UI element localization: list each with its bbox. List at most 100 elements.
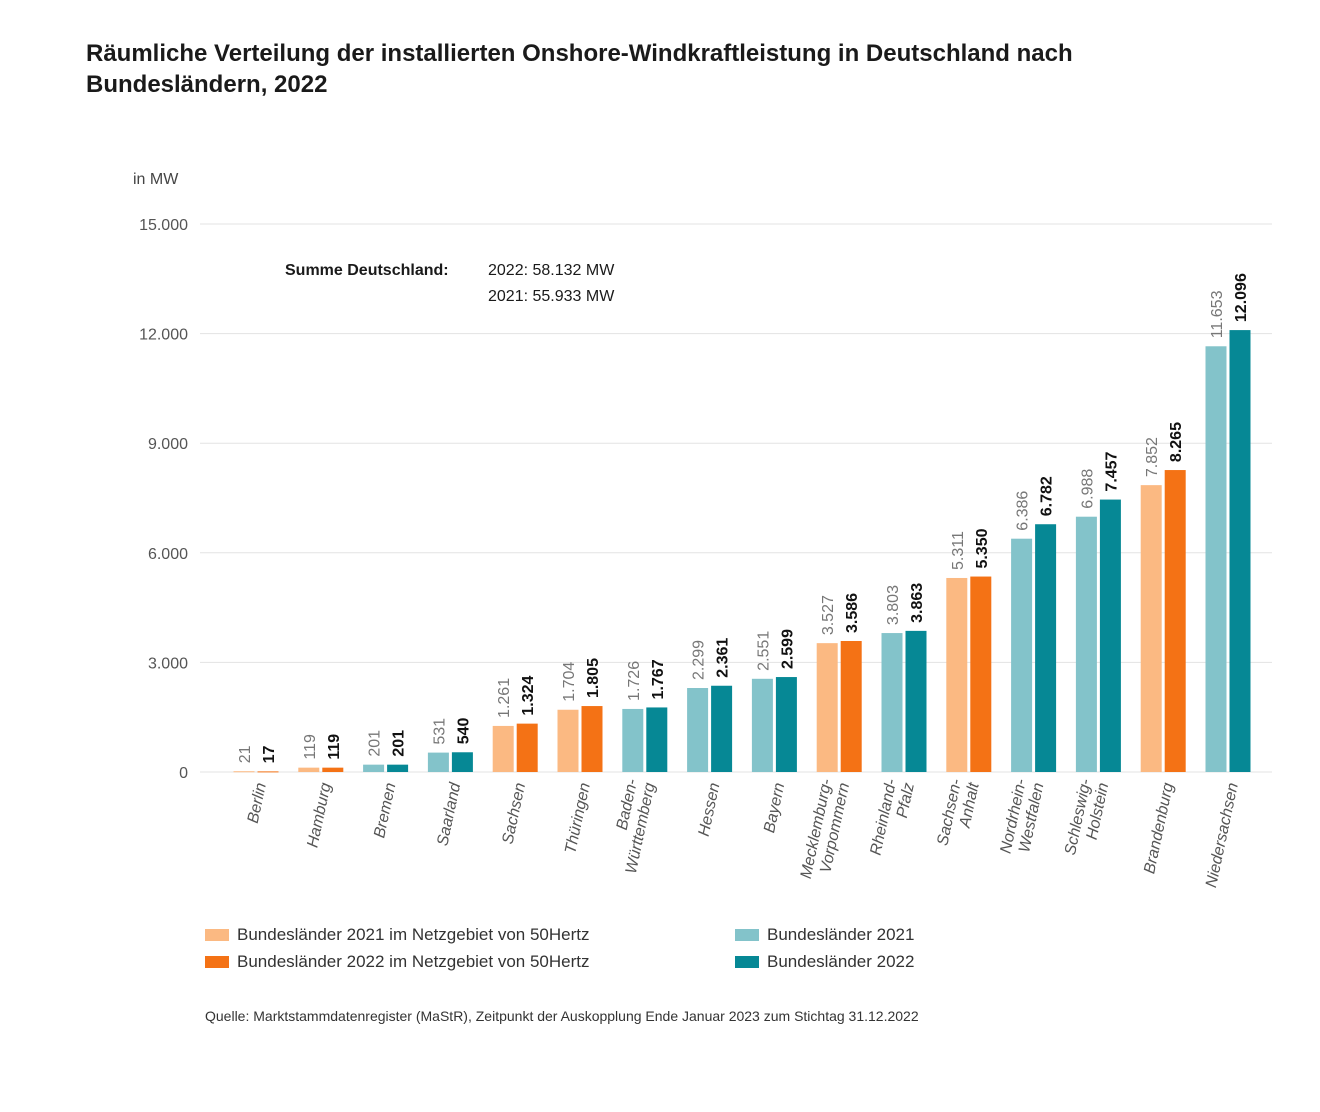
value-label-2022: 5.350	[974, 528, 991, 568]
x-axis-labels: Berlin Hamburg Bremen Saarland Sachsen Thürin…	[245, 778, 1242, 890]
bar-2021	[1075, 516, 1097, 772]
value-label-2022: 540	[455, 717, 472, 744]
bar-2021	[557, 709, 579, 772]
legend-item-hertz-2021: Bundesländer 2021 im Netzgebiet von 50He…	[205, 925, 590, 945]
x-tick-label: Brandenburg	[1141, 781, 1177, 875]
value-label-2022: 1.805	[585, 658, 602, 698]
x-tick-label: Sachsen-Anhalt	[934, 778, 982, 848]
bar-2022	[1229, 330, 1251, 772]
x-tick-label: Hamburg	[304, 781, 334, 849]
legend-label: Bundesländer 2021 im Netzgebiet von 50He…	[237, 925, 590, 944]
sum-label: Summe Deutschland:	[285, 262, 449, 279]
y-tick-label: 3.000	[148, 655, 188, 672]
bar-2021	[687, 688, 709, 772]
x-tick-label: Bayern	[761, 781, 788, 834]
bar-2022	[257, 771, 279, 773]
legend-item-other-2022: Bundesländer 2022	[735, 952, 914, 972]
bar-2021	[298, 767, 320, 772]
bar-2022	[387, 764, 409, 772]
value-label-2021: 531	[431, 718, 448, 745]
bar-2021	[622, 708, 644, 772]
value-label-2022: 2.599	[779, 629, 796, 669]
value-label-2022: 1.324	[520, 675, 537, 715]
x-tick-label: Nordrhein-Westfalen	[998, 778, 1048, 855]
legend-item-other-2021: Bundesländer 2021	[735, 925, 914, 945]
legend-label: Bundesländer 2022	[767, 952, 915, 971]
x-tick-label-line: Bayern	[761, 781, 788, 834]
value-label-2022: 1.767	[650, 659, 667, 699]
value-label-2021: 5.311	[950, 531, 967, 570]
bar-2021	[1011, 538, 1033, 772]
x-tick-label: Saarland	[434, 780, 464, 847]
value-label-2022: 201	[391, 730, 408, 757]
bar-2022	[1099, 499, 1121, 772]
x-tick-label-line: Bremen	[371, 781, 399, 839]
x-tick-label: Mecklemburg-Vorpommern	[798, 778, 853, 881]
value-label-2021: 119	[302, 734, 319, 760]
x-tick-label: Rheinland-Pfalz	[868, 778, 918, 857]
bar-2022	[581, 706, 603, 772]
bar-2022	[1164, 470, 1186, 772]
value-label-2022: 7.457	[1103, 451, 1120, 491]
y-tick-label: 9.000	[148, 436, 188, 453]
bar-2022	[451, 752, 473, 772]
y-tick-label: 6.000	[148, 546, 188, 563]
value-label-2022: 3.586	[844, 593, 861, 633]
value-label-2022: 8.265	[1168, 422, 1185, 462]
bars-layer	[233, 330, 1251, 773]
y-tick-label: 12.000	[139, 327, 188, 344]
y-tick-label: 15.000	[139, 217, 188, 234]
value-label-2021: 6.386	[1015, 491, 1032, 531]
bar-2022	[322, 767, 344, 772]
legend-swatch	[205, 956, 229, 968]
bar-2021	[427, 752, 449, 772]
legend-label: Bundesländer 2021	[767, 925, 915, 944]
value-label-2021: 1.704	[561, 662, 578, 702]
value-label-2022: 6.782	[1039, 476, 1056, 516]
value-label-2021: 6.988	[1079, 469, 1096, 509]
value-label-2021: 11.653	[1209, 290, 1226, 338]
bar-2022	[905, 630, 927, 772]
legend-swatch	[205, 929, 229, 941]
x-tick-label-line: Berlin	[245, 781, 270, 825]
value-label-2021: 2.299	[691, 640, 708, 680]
bar-2021	[233, 771, 255, 773]
value-label-2022: 3.863	[909, 583, 926, 623]
chart-title: Räumliche Verteilung der installierten O…	[86, 40, 1073, 98]
x-tick-label: Schleswig-Holstein	[1062, 778, 1112, 857]
bar-2022	[1035, 524, 1057, 772]
value-label-2022: 12.096	[1233, 273, 1250, 322]
legend-item-hertz-2022: Bundesländer 2022 im Netzgebiet von 50He…	[205, 952, 590, 972]
x-tick-label-line: Thüringen	[562, 781, 594, 855]
value-label-2021: 7.852	[1144, 437, 1161, 477]
bar-2022	[516, 723, 538, 772]
x-tick-label-line: Hamburg	[304, 781, 334, 849]
x-tick-label-line: Brandenburg	[1141, 781, 1177, 875]
x-tick-label: Sachsen	[500, 781, 530, 846]
bar-2021	[881, 633, 903, 772]
value-label-2021: 2.551	[755, 631, 772, 671]
bar-2021	[492, 725, 514, 772]
x-tick-label: Niedersachsen	[1203, 781, 1242, 889]
x-tick-label-line: Hessen	[696, 781, 724, 838]
bar-2022	[646, 707, 668, 772]
sum-2022: 2022: 58.132 MW	[488, 262, 615, 279]
x-tick-label: Berlin	[245, 781, 270, 825]
grid-layer: 0 3.000 6.000 9.000 12.000 15.000	[139, 217, 1272, 782]
bar-2021	[751, 678, 773, 772]
x-tick-label: Thüringen	[562, 781, 594, 855]
legend: Bundesländer 2021 im Netzgebiet von 50He…	[205, 925, 1105, 985]
bar-2022	[970, 576, 992, 772]
x-tick-label: Hessen	[696, 781, 724, 838]
bar-2022	[711, 685, 733, 772]
bar-2021	[816, 643, 838, 772]
bar-2022	[840, 640, 862, 772]
value-label-2021: 1.261	[496, 678, 513, 718]
bar-2022	[775, 677, 797, 772]
bar-2021	[363, 764, 385, 772]
value-label-2022: 17	[261, 745, 278, 763]
bar-2021	[946, 577, 968, 772]
value-label-2021: 1.726	[626, 661, 643, 701]
legend-swatch	[735, 929, 759, 941]
